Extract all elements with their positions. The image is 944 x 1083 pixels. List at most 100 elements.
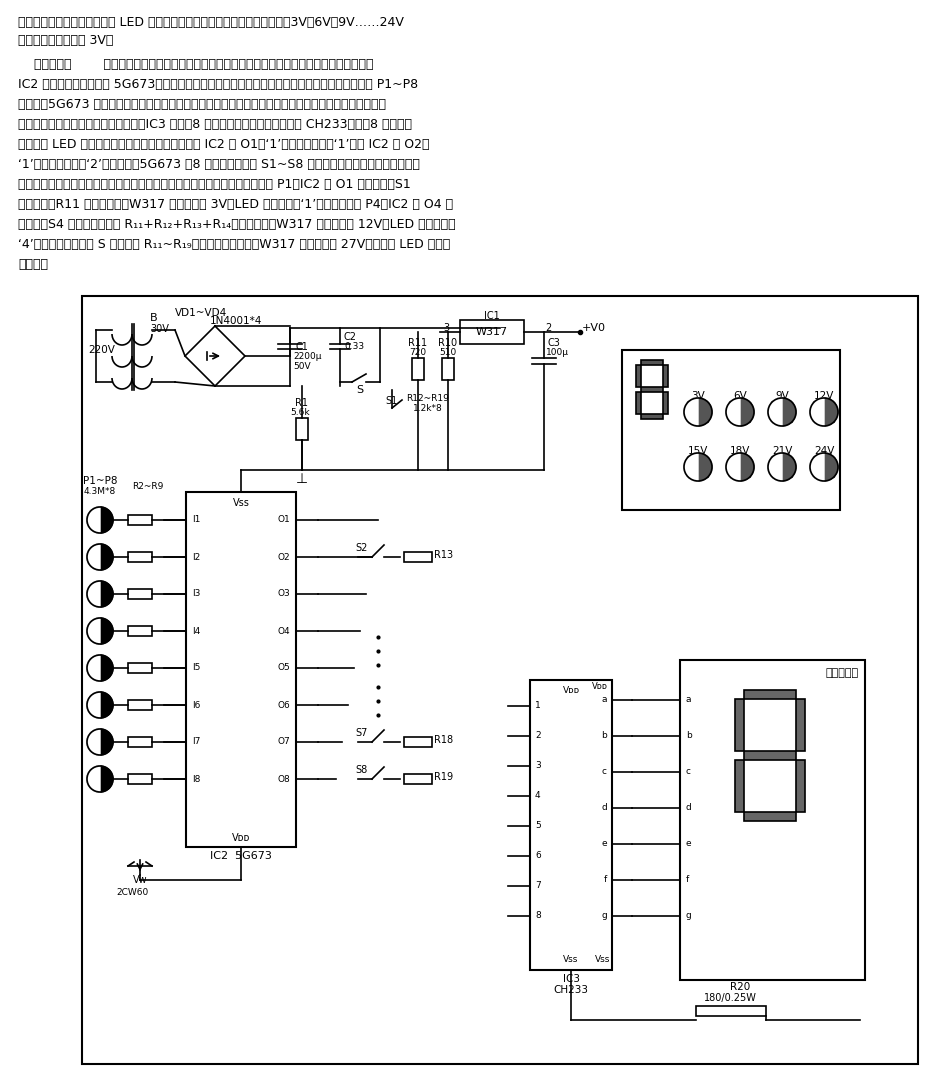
Text: S: S xyxy=(357,384,363,395)
Circle shape xyxy=(87,544,113,570)
Text: I6: I6 xyxy=(192,701,200,709)
Circle shape xyxy=(726,397,754,426)
Wedge shape xyxy=(87,692,100,718)
Text: 2CW60: 2CW60 xyxy=(116,888,148,897)
Text: R18: R18 xyxy=(434,735,453,745)
Text: Vw: Vw xyxy=(133,875,147,885)
Text: e: e xyxy=(601,839,607,848)
Text: I1: I1 xyxy=(192,516,200,524)
Wedge shape xyxy=(768,453,782,481)
Bar xyxy=(442,358,454,380)
Text: O4: O4 xyxy=(278,626,290,636)
Text: ‘1’时，数码管显示‘2’；余类推。5G673 的8 个输出端分别接 S1~S8 模拟开关，当某一个输出端输出高: ‘1’时，数码管显示‘2’；余类推。5G673 的8 个输出端分别接 S1~S8… xyxy=(18,158,420,171)
Text: 1: 1 xyxy=(535,702,541,710)
Text: B: B xyxy=(150,313,158,323)
Text: 24V: 24V xyxy=(814,446,834,456)
Text: 电路示于图        主要由直流稳压电源的输出电路、数控电压选择电路和数字显示电路三部分组成。: 电路示于图 主要由直流稳压电源的输出电路、数控电压选择电路和数字显示电路三部分组… xyxy=(18,58,374,71)
Circle shape xyxy=(726,453,754,481)
Text: f: f xyxy=(686,875,689,885)
Bar xyxy=(636,365,641,387)
Text: I2: I2 xyxy=(192,552,200,561)
Text: W317: W317 xyxy=(476,327,508,337)
Text: a: a xyxy=(601,695,607,705)
Text: R12~R19: R12~R19 xyxy=(407,394,449,403)
Bar xyxy=(796,760,805,812)
Text: f: f xyxy=(604,875,607,885)
Text: 共阴数码管: 共阴数码管 xyxy=(826,668,859,678)
Text: 12V: 12V xyxy=(814,391,834,401)
Circle shape xyxy=(684,397,712,426)
Wedge shape xyxy=(810,453,824,481)
Bar xyxy=(404,738,432,747)
Bar xyxy=(663,392,668,414)
Bar xyxy=(460,319,524,344)
Text: e: e xyxy=(686,839,692,848)
Text: O2: O2 xyxy=(278,552,290,561)
Text: S1: S1 xyxy=(386,396,398,406)
Text: 50V: 50V xyxy=(293,362,311,371)
Text: 3: 3 xyxy=(535,761,541,770)
Text: Vᴅᴅ: Vᴅᴅ xyxy=(592,682,608,691)
Text: Vss: Vss xyxy=(595,955,610,964)
Text: I5: I5 xyxy=(192,664,200,673)
Bar xyxy=(680,660,865,980)
Circle shape xyxy=(87,729,113,755)
Text: 5.6k: 5.6k xyxy=(290,408,310,417)
Text: Vᴅᴅ: Vᴅᴅ xyxy=(232,833,250,843)
Bar xyxy=(128,552,152,562)
Bar xyxy=(530,680,612,970)
Wedge shape xyxy=(87,507,100,533)
Circle shape xyxy=(684,453,712,481)
Bar xyxy=(696,1006,766,1016)
Text: R2~R9: R2~R9 xyxy=(132,482,163,491)
Wedge shape xyxy=(726,397,740,426)
Text: R13: R13 xyxy=(434,550,453,560)
Text: 3: 3 xyxy=(443,323,449,332)
Text: 时，使得5G673 相应的输入端相当于接低电平，而与该输入端相对应的输出端则变为高电平，其余七个输: 时，使得5G673 相应的输入端相当于接低电平，而与该输入端相对应的输出端则变为… xyxy=(18,97,386,110)
Text: ⊥: ⊥ xyxy=(295,472,308,486)
Text: 100μ: 100μ xyxy=(546,348,569,357)
Text: 720: 720 xyxy=(410,348,427,357)
Text: VD1~VD4: VD1~VD4 xyxy=(175,308,228,318)
Text: 8: 8 xyxy=(535,912,541,921)
Text: R10: R10 xyxy=(438,338,458,348)
Text: 2: 2 xyxy=(535,731,541,741)
Circle shape xyxy=(87,507,113,533)
Bar xyxy=(128,516,152,525)
Text: S2: S2 xyxy=(356,543,368,553)
Circle shape xyxy=(87,692,113,718)
Bar xyxy=(296,418,308,440)
Text: O1: O1 xyxy=(278,516,290,524)
Bar xyxy=(744,690,796,699)
Circle shape xyxy=(87,618,113,644)
Text: IC2  5G673: IC2 5G673 xyxy=(211,851,272,861)
Text: g: g xyxy=(686,912,692,921)
Bar xyxy=(641,360,663,365)
Bar xyxy=(744,812,796,821)
Text: Vss: Vss xyxy=(564,955,579,964)
Wedge shape xyxy=(684,453,698,481)
Text: 导通闭合，R11 被接入电路，W317 输出电压为 3V，LED 数码管显示‘1’；又如，触摸 P4，IC2 的 O4 为: 导通闭合，R11 被接入电路，W317 输出电压为 3V，LED 数码管显示‘1… xyxy=(18,198,453,211)
Text: 本电路是一种数字控制的且有 LED 数字显示的可调集成稳压电源，输出电压有3V、6V、9V……24V: 本电路是一种数字控制的且有 LED 数字显示的可调集成稳压电源，输出电压有3V、… xyxy=(18,16,404,29)
Text: CH233: CH233 xyxy=(553,986,588,995)
Text: Vᴅᴅ: Vᴅᴅ xyxy=(563,686,580,695)
Text: R1: R1 xyxy=(295,397,309,408)
Text: R19: R19 xyxy=(434,772,453,782)
Bar xyxy=(735,699,744,751)
Wedge shape xyxy=(726,453,740,481)
Bar xyxy=(663,365,668,387)
Text: 高电平，S4 导通闭合，电阵 R₁₁+R₁₂+R₁₃+R₁₄被接入电路，W317 输出电压为 12V，LED 数码管显示: 高电平，S4 导通闭合，电阵 R₁₁+R₁₂+R₁₃+R₁₄被接入电路，W317… xyxy=(18,218,456,231)
Circle shape xyxy=(87,580,113,606)
Wedge shape xyxy=(87,655,100,681)
Wedge shape xyxy=(87,729,100,755)
Text: 1N4001*4: 1N4001*4 xyxy=(210,316,262,326)
Bar xyxy=(735,760,744,812)
Text: 180/0.25W: 180/0.25W xyxy=(703,993,756,1003)
Wedge shape xyxy=(87,618,100,644)
Text: 21V: 21V xyxy=(772,446,792,456)
Text: d: d xyxy=(601,804,607,812)
Text: IC1: IC1 xyxy=(484,311,500,321)
Text: R11: R11 xyxy=(409,338,428,348)
Text: 6: 6 xyxy=(535,851,541,861)
Text: ‘4’。当开机闭合开关 S 时，电阵 R₁₁~R₁₉全部串联接入电路，W317 输出电压为 27V，但此时 LED 数码管: ‘4’。当开机闭合开关 S 时，电阵 R₁₁~R₁₉全部串联接入电路，W317 … xyxy=(18,238,450,251)
